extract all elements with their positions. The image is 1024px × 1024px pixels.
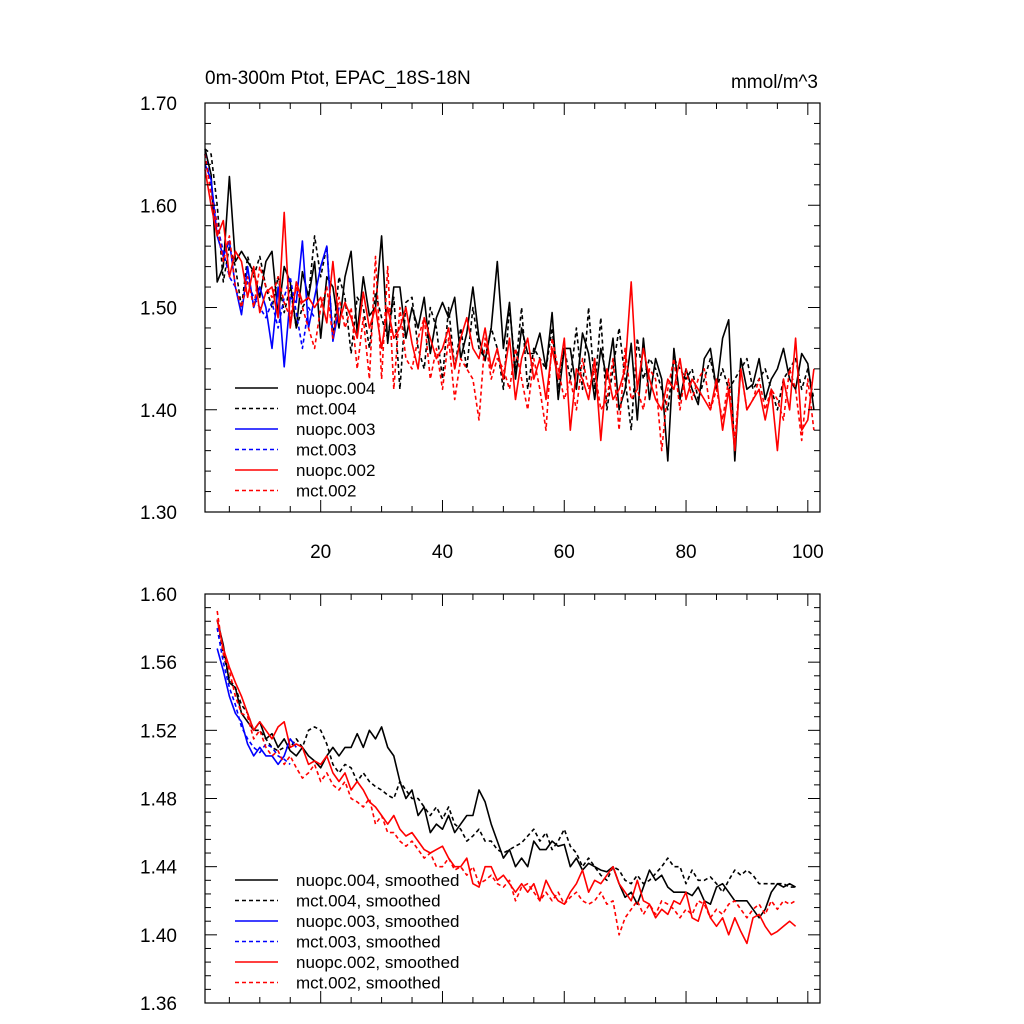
series-line-mct-002-smoothed <box>216 610 796 936</box>
y-tick-label: 1.50 <box>140 299 177 320</box>
bottom-y-axis: 1.36 1.40 1.44 1.48 1.52 1.56 1.60 <box>140 585 820 1015</box>
y-tick-label: 1.40 <box>140 926 177 947</box>
series-line-mct-003-smoothed <box>216 627 291 766</box>
y-tick-label: 1.56 <box>140 653 177 674</box>
legend-label: mct.003 <box>296 441 356 460</box>
y-tick-label: 1.52 <box>140 721 177 742</box>
bottom-x-axis <box>228 594 809 1003</box>
y-tick-label: 1.44 <box>140 858 177 879</box>
y-tick-label: 1.36 <box>140 994 177 1015</box>
series-line-nuopc-002-smoothed <box>216 619 797 945</box>
y-tick-label: 1.30 <box>140 503 177 524</box>
legend-label: nuopc.002, smoothed <box>296 953 460 972</box>
top-panel: 0m-300m Ptot, EPAC_18S-18N mmol/m^3 1.30… <box>140 68 824 563</box>
legend-label: mct.002 <box>296 482 356 501</box>
legend-label: mct.002, smoothed <box>296 974 441 993</box>
legend-label: nuopc.004, smoothed <box>296 871 460 890</box>
legend-label: nuopc.004 <box>296 379 375 398</box>
bottom-panel: 1.36 1.40 1.44 1.48 1.52 1.56 1.60 nuopc.004, … <box>140 585 821 1015</box>
x-tick-label: 100 <box>792 542 824 563</box>
series-line-mct-004-smoothed <box>216 619 796 894</box>
y-tick-label: 1.48 <box>140 790 177 811</box>
series-line-nuopc-003-smoothed <box>216 648 297 766</box>
top-chart-title: 0m-300m Ptot, EPAC_18S-18N <box>205 68 471 89</box>
series-line-mct-002 <box>204 153 815 452</box>
y-tick-label: 1.70 <box>140 94 177 115</box>
x-tick-label: 60 <box>554 542 575 563</box>
top-y-axis: 1.30 1.40 1.50 1.60 1.70 <box>140 94 820 524</box>
legend-label: mct.004 <box>296 400 356 419</box>
y-tick-label: 1.60 <box>140 196 177 217</box>
top-chart-units: mmol/m^3 <box>731 72 818 93</box>
y-tick-label: 1.40 <box>140 401 177 422</box>
top-x-axis: 20 40 60 80 100 <box>228 103 824 563</box>
y-tick-label: 1.60 <box>140 585 177 606</box>
bottom-series-group <box>216 610 797 945</box>
top-series-group <box>204 148 815 462</box>
legend-label: nuopc.003, smoothed <box>296 912 460 931</box>
x-tick-label: 80 <box>675 542 696 563</box>
series-line-nuopc-004-smoothed <box>216 619 796 919</box>
legend-label: nuopc.003 <box>296 420 375 439</box>
legend-label: mct.003, smoothed <box>296 933 441 952</box>
series-line-nuopc-002 <box>204 169 815 452</box>
x-tick-label: 20 <box>310 542 331 563</box>
series-line-nuopc-003 <box>204 164 340 368</box>
x-tick-label: 40 <box>432 542 453 563</box>
legend-label: mct.004, smoothed <box>296 892 441 911</box>
legend-label: nuopc.002 <box>296 461 375 480</box>
